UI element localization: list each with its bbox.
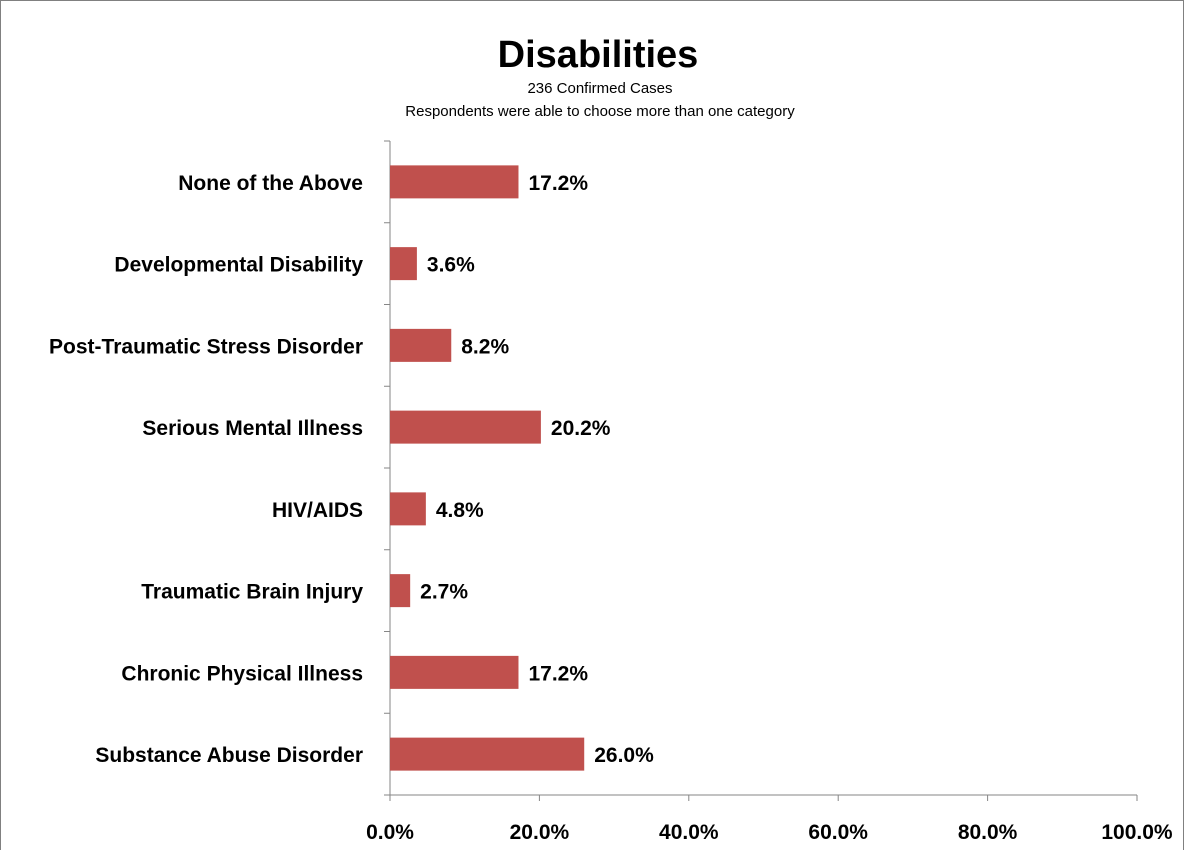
x-tick-label: 80.0%	[958, 821, 1018, 844]
data-label: 26.0%	[594, 744, 654, 767]
category-label: Traumatic Brain Injury	[141, 581, 363, 604]
category-label: Developmental Disability	[114, 254, 363, 277]
data-label: 2.7%	[420, 581, 468, 604]
x-tick-label: 20.0%	[510, 821, 570, 844]
bar	[390, 737, 585, 771]
data-label: 17.2%	[528, 662, 588, 685]
data-label: 3.6%	[427, 254, 475, 277]
bar	[390, 165, 519, 199]
bar	[390, 492, 426, 526]
category-label: Post-Traumatic Stress Disorder	[49, 335, 363, 358]
x-tick-label: 0.0%	[366, 821, 414, 844]
bar	[390, 328, 452, 362]
bar	[390, 410, 541, 444]
plot-area: 0.0% 20.0% 40.0% 60.0% 80.0% 100.0% None of th…	[49, 140, 1173, 844]
bar	[390, 574, 411, 608]
bar	[390, 247, 417, 281]
data-label: 20.2%	[551, 417, 611, 440]
bar	[390, 655, 519, 689]
x-tick-label: 100.0%	[1101, 821, 1173, 844]
category-label: None of the Above	[178, 172, 363, 195]
category-label: Substance Abuse Disorder	[95, 744, 363, 767]
chart-subtitle-line-2: Respondents were able to choose more tha…	[405, 103, 795, 120]
category-label: Chronic Physical Illness	[121, 662, 363, 685]
category-label: Serious Mental Illness	[142, 417, 363, 440]
chart-subtitle-line-1: 236 Confirmed Cases	[527, 80, 672, 97]
chart-title: Disabilities	[498, 34, 699, 76]
data-label: 8.2%	[461, 335, 509, 358]
category-label: HIV/AIDS	[272, 499, 363, 522]
data-label: 4.8%	[436, 499, 484, 522]
data-label: 17.2%	[528, 172, 588, 195]
x-tick-label: 60.0%	[808, 821, 868, 844]
x-tick-label: 40.0%	[659, 821, 719, 844]
